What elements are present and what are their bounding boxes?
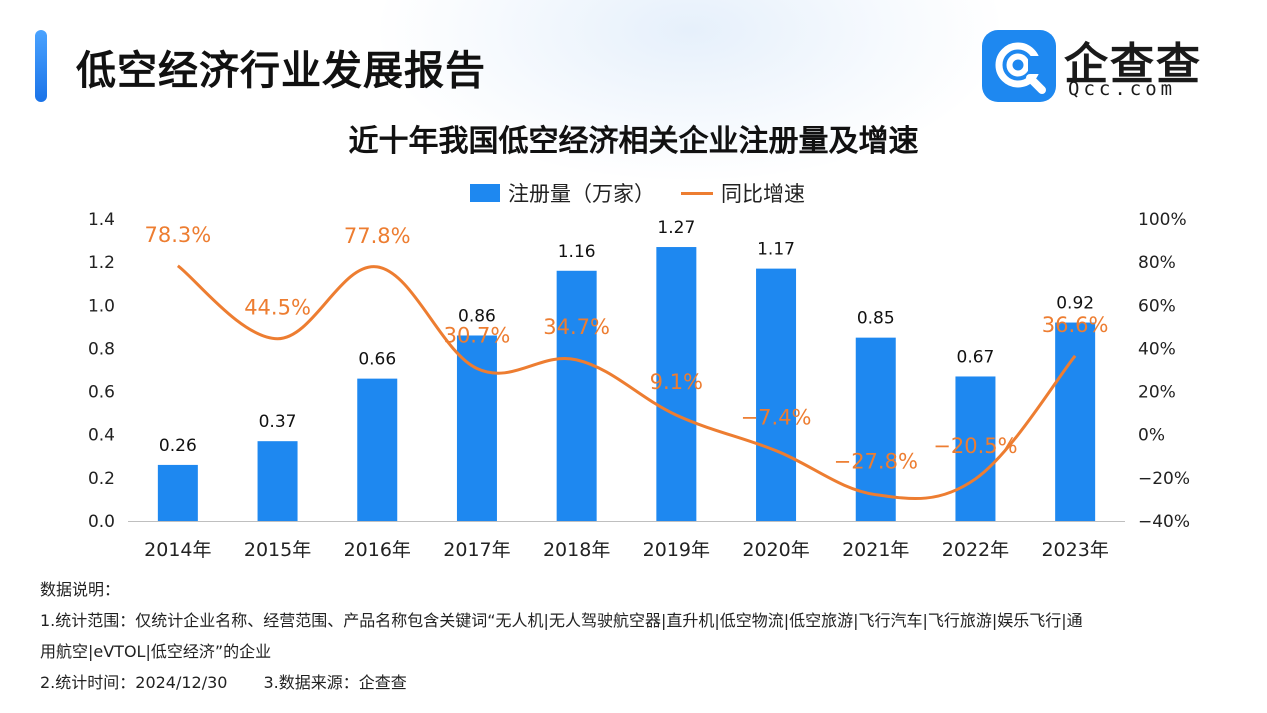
notes-scope-line1: 1.统计范围：仅统计企业名称、经营范围、产品名称包含关键词“无人机|无人驾驶航空… [40, 611, 1083, 630]
bar-value-label: 0.26 [159, 436, 197, 456]
bar [756, 268, 797, 521]
y-left-tick-label: 0.8 [88, 339, 115, 359]
x-tick-label: 2023年 [1041, 539, 1108, 561]
x-tick-label: 2020年 [742, 539, 809, 561]
x-tick-label: 2015年 [244, 539, 311, 561]
bar [456, 335, 497, 521]
x-tick-label: 2019年 [643, 539, 710, 561]
x-tick-label: 2021年 [842, 539, 909, 561]
bar [656, 247, 697, 522]
bar-value-label: 0.67 [957, 347, 995, 367]
bar [357, 378, 398, 521]
bar-value-label: 0.85 [857, 309, 895, 329]
notes-time: 2.统计时间：2024/12/30 [40, 673, 228, 692]
bar-value-label: 0.37 [259, 412, 297, 432]
bar-value-label: 1.27 [657, 218, 695, 238]
y-right-tick-label: 0% [1138, 426, 1165, 446]
x-tick-label: 2017年 [443, 539, 510, 561]
bar [556, 270, 597, 521]
y-left-tick-label: 0.0 [88, 512, 115, 532]
growth-value-label: 44.5% [244, 296, 311, 320]
y-left-tick-label: 1.2 [88, 253, 115, 273]
growth-value-label: 30.7% [444, 323, 511, 347]
growth-value-label: 77.8% [344, 224, 411, 248]
y-right-tick-label: 60% [1138, 296, 1176, 316]
y-right-tick-label: 100% [1138, 210, 1187, 230]
legend-bar-label: 注册量（万家） [508, 182, 655, 206]
logo-text: 企查查 [1064, 39, 1202, 90]
y-right-tick-label: 20% [1138, 383, 1176, 403]
legend-line-label: 同比增速 [721, 182, 805, 206]
y-right-tick-label: −20% [1138, 469, 1190, 489]
x-tick-label: 2014年 [144, 539, 211, 561]
y-right-tick-label: 40% [1138, 339, 1176, 359]
data-notes: 数据说明： 1.统计范围：仅统计企业名称、经营范围、产品名称包含关键词“无人机|… [40, 574, 1240, 698]
report-title: 低空经济行业发展报告 [76, 48, 486, 94]
y-left-tick-label: 0.4 [88, 426, 115, 446]
bar [1055, 322, 1096, 521]
notes-scope-line2: 用航空|eVTOL|低空经济”的企业 [40, 642, 272, 661]
growth-value-label: 36.6% [1042, 313, 1109, 337]
notes-heading: 数据说明： [40, 580, 121, 599]
x-tick-label: 2022年 [942, 539, 1009, 561]
x-tick-label: 2018年 [543, 539, 610, 561]
growth-value-label: 78.3% [144, 223, 211, 247]
chart-title: 近十年我国低空经济相关企业注册量及增速 [348, 124, 919, 159]
legend-line-swatch [681, 191, 713, 195]
y-left-tick-label: 0.6 [88, 383, 115, 403]
growth-value-label: −27.8% [834, 450, 918, 474]
bar-value-label: 1.17 [757, 240, 795, 260]
y-left-tick-label: 1.4 [88, 210, 115, 230]
logo-domain: Qcc.com [1068, 78, 1177, 100]
chart-legend: 注册量（万家） 同比增速 [470, 180, 805, 206]
growth-value-label: 9.1% [650, 370, 703, 394]
bar-value-label: 0.86 [458, 306, 496, 326]
y-right-tick-label: −40% [1138, 512, 1190, 532]
bar-value-label: 1.16 [558, 242, 596, 262]
bar-value-label: 0.66 [358, 350, 396, 370]
y-right-tick-label: 80% [1138, 253, 1176, 273]
growth-value-label: −7.4% [741, 406, 812, 430]
notes-source: 3.数据来源：企查查 [263, 673, 407, 692]
bar [257, 441, 298, 521]
y-left-tick-label: 0.2 [88, 469, 115, 489]
y-left-tick-label: 1.0 [88, 296, 115, 316]
x-tick-label: 2016年 [344, 539, 411, 561]
bar [955, 376, 996, 521]
legend-bar-swatch [470, 184, 500, 202]
bar [157, 464, 198, 521]
qcc-logo-icon [982, 30, 1056, 102]
growth-value-label: 34.7% [543, 315, 610, 339]
bar-value-label: 0.92 [1056, 294, 1094, 314]
title-accent-bar [35, 30, 47, 102]
growth-rate-line [176, 264, 1077, 501]
notes-time-source: 2.统计时间：2024/12/30 3.数据来源：企查查 [40, 667, 1240, 698]
growth-value-label: −20.5% [933, 434, 1017, 458]
